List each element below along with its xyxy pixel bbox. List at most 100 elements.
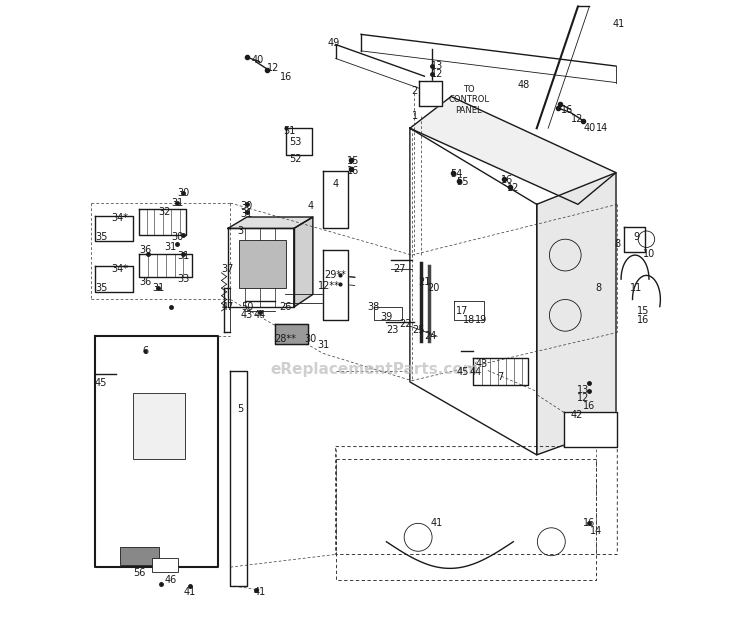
Polygon shape [228, 229, 294, 307]
Text: 24: 24 [424, 331, 437, 341]
Polygon shape [286, 128, 311, 155]
Text: 9: 9 [633, 233, 639, 242]
Text: 16: 16 [584, 401, 596, 411]
Text: 3: 3 [238, 226, 244, 236]
Text: 20: 20 [427, 283, 439, 293]
Text: 38: 38 [368, 302, 380, 312]
Polygon shape [294, 217, 313, 307]
Text: 8: 8 [614, 239, 620, 248]
Polygon shape [537, 173, 616, 455]
Text: 40: 40 [251, 55, 264, 65]
Text: 29**: 29** [325, 270, 346, 280]
Text: 30: 30 [171, 233, 183, 242]
Text: 50: 50 [241, 302, 253, 312]
Polygon shape [419, 81, 442, 106]
Text: 39: 39 [380, 312, 392, 322]
Polygon shape [374, 307, 402, 320]
Bar [120, 547, 159, 564]
Text: 1: 1 [412, 111, 418, 120]
Text: 10: 10 [643, 249, 655, 259]
Text: 33: 33 [177, 274, 190, 284]
Text: 15: 15 [346, 156, 359, 166]
Polygon shape [139, 210, 186, 235]
Polygon shape [230, 371, 247, 586]
Text: 42: 42 [571, 410, 583, 420]
Polygon shape [94, 336, 218, 567]
Bar [133, 392, 184, 459]
Text: 8: 8 [596, 283, 602, 293]
Text: 14: 14 [596, 123, 608, 133]
Text: 31: 31 [316, 340, 329, 350]
Text: 54: 54 [450, 169, 462, 179]
Text: 28**: 28** [274, 334, 296, 344]
Text: 31: 31 [171, 198, 183, 208]
Text: 13: 13 [577, 385, 590, 394]
Text: 31: 31 [177, 252, 190, 261]
Text: 15: 15 [637, 306, 649, 316]
Bar [152, 558, 178, 572]
Polygon shape [410, 97, 616, 204]
Text: 45: 45 [456, 368, 469, 377]
Text: 18: 18 [463, 315, 475, 325]
Text: 2: 2 [411, 87, 418, 96]
Text: 44: 44 [254, 310, 266, 320]
Text: 32: 32 [158, 207, 171, 217]
Text: 12: 12 [571, 114, 583, 124]
Text: 31: 31 [165, 243, 177, 252]
Text: 43: 43 [241, 310, 253, 320]
Polygon shape [94, 266, 133, 292]
Text: 44: 44 [469, 368, 482, 377]
Text: 52: 52 [290, 154, 302, 164]
Text: 12: 12 [267, 63, 280, 73]
Text: 55: 55 [456, 177, 469, 187]
Text: 12: 12 [577, 393, 590, 403]
Text: 46: 46 [165, 575, 177, 585]
Text: eReplacementParts.com: eReplacementParts.com [271, 362, 479, 376]
Text: 7: 7 [497, 372, 504, 382]
Text: 56: 56 [133, 568, 146, 578]
Text: 12**: 12** [319, 280, 340, 290]
Text: 16: 16 [637, 315, 649, 325]
Text: 5: 5 [238, 404, 244, 413]
Text: 4: 4 [332, 179, 339, 189]
Text: 41: 41 [184, 587, 196, 598]
Polygon shape [473, 358, 529, 385]
Text: 45: 45 [94, 378, 107, 388]
Text: 30: 30 [177, 188, 190, 198]
Text: 34*: 34* [112, 213, 128, 224]
Text: 16: 16 [346, 166, 359, 176]
Text: 36: 36 [140, 276, 152, 287]
Text: TO
CONTROL
PANEL: TO CONTROL PANEL [448, 85, 489, 115]
Text: 36: 36 [140, 245, 152, 255]
Text: 31: 31 [152, 283, 164, 293]
Text: 37: 37 [222, 264, 234, 274]
Text: 43: 43 [476, 359, 488, 369]
Text: 48: 48 [518, 80, 530, 90]
Text: 4: 4 [308, 201, 314, 211]
Text: 53: 53 [290, 137, 302, 147]
Text: 40: 40 [584, 123, 596, 133]
Text: 30: 30 [304, 334, 316, 344]
Text: 30: 30 [241, 201, 253, 211]
Text: 23: 23 [386, 325, 399, 335]
Polygon shape [274, 324, 308, 344]
Polygon shape [323, 171, 348, 229]
Text: 14: 14 [590, 526, 602, 536]
Text: 31: 31 [241, 209, 253, 219]
Text: 27: 27 [393, 264, 405, 274]
Text: 47: 47 [222, 302, 234, 312]
Text: 16: 16 [561, 106, 573, 115]
Bar [238, 241, 286, 288]
Polygon shape [228, 217, 313, 229]
Text: 19: 19 [476, 315, 488, 325]
Polygon shape [623, 227, 644, 252]
Polygon shape [410, 128, 537, 455]
Polygon shape [564, 412, 617, 447]
Text: 26: 26 [279, 302, 291, 312]
Text: 22: 22 [399, 318, 412, 329]
Polygon shape [323, 250, 348, 320]
Text: 6: 6 [142, 347, 148, 357]
Text: 41: 41 [613, 18, 626, 29]
Text: 16: 16 [584, 518, 596, 527]
Polygon shape [454, 301, 484, 320]
